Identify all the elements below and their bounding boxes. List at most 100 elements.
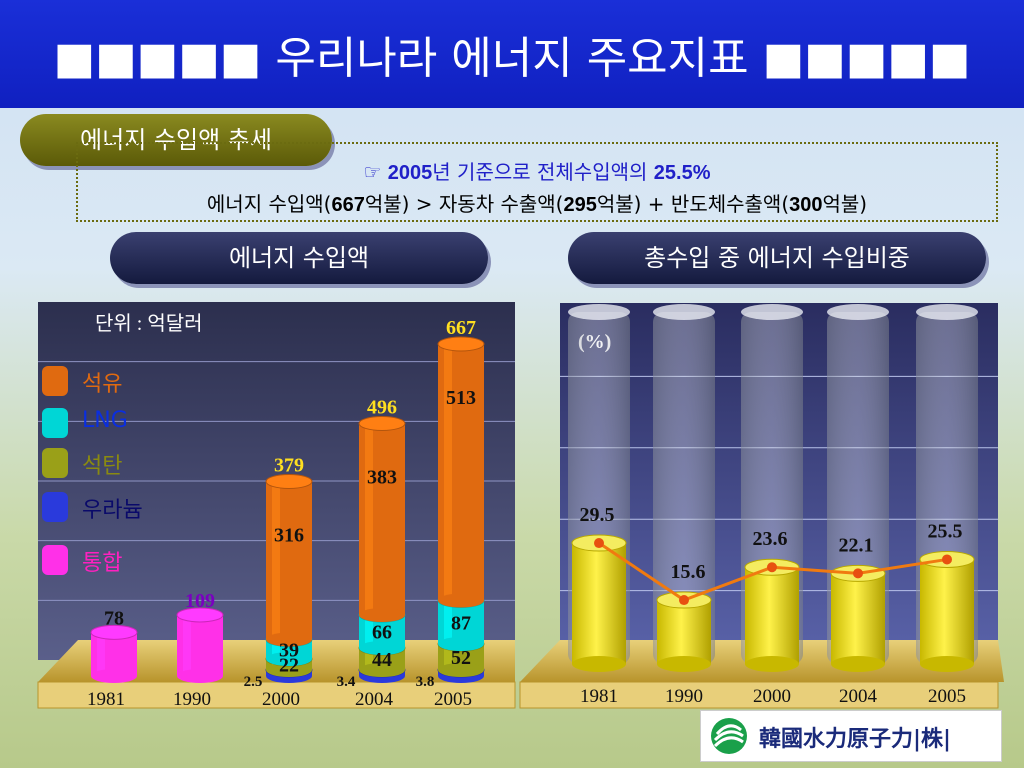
bar-2000-석유-base <box>266 632 312 647</box>
glass-tube <box>741 312 803 664</box>
bar-base <box>572 656 626 672</box>
company-name: 韓國水力原子力|株| <box>759 726 952 752</box>
bar-2004-석유-base <box>359 608 405 622</box>
data-label: 15.6 <box>671 561 706 583</box>
x-tick-label: 2000 <box>262 689 300 710</box>
summary-line2: 에너지 수입액(667억불) > 자동차 수출액(295억불) + 반도체수출액… <box>78 188 996 217</box>
total-label: 667 <box>446 317 476 339</box>
bar-2000-석탄-top <box>265 651 313 667</box>
summary-box: ☞ 2005년 기준으로 전체수입액의 25.5% 에너지 수입액(667억불)… <box>76 142 998 222</box>
summary-text: 에너지 수입액( <box>206 192 332 216</box>
bar-1990-shine <box>183 614 191 676</box>
bar-top <box>571 534 627 552</box>
legend-swatch <box>42 408 68 438</box>
bar-2000-LNG-top <box>265 632 313 647</box>
summary-text: 억불) + 반도체수출액( <box>596 192 790 216</box>
bar-2004-LNG <box>359 615 405 648</box>
bar-2005-LNG-top <box>437 593 485 608</box>
y-axis-label: (%) <box>578 331 611 353</box>
bar-base <box>745 656 799 672</box>
data-label: 23.6 <box>753 528 788 550</box>
bar-1981 <box>572 543 626 664</box>
bar-2004-석탄-shine <box>365 648 373 670</box>
chart-floor <box>38 640 515 682</box>
summary-text: 억불) > 자동차 수출액( <box>364 192 564 216</box>
bar-2000-석유-shine <box>272 481 280 640</box>
bar-2005-LNG-base <box>438 637 484 651</box>
bar-2004-우라늄-shine <box>365 670 373 676</box>
legend-label: 우라늄 <box>82 498 143 523</box>
data-label: 2.5 <box>244 674 263 690</box>
data-label: 383 <box>367 467 397 489</box>
bar-2000-우라늄-top <box>265 662 313 678</box>
chart-floor <box>520 640 1004 682</box>
title-bar: ■■■■■ 우리나라 에너지 주요지표 ■■■■■ <box>0 0 1024 108</box>
data-label: 3.8 <box>416 674 435 690</box>
category-band <box>519 681 999 709</box>
bar-top <box>656 591 712 609</box>
bar-2004-석유-top <box>358 416 406 431</box>
x-tick-label: 2000 <box>753 686 791 707</box>
category-band <box>37 681 516 709</box>
bar-2004-석유-shine <box>365 423 373 615</box>
bar-2004-석유 <box>359 423 405 615</box>
bar-2005-LNG <box>438 600 484 644</box>
bar-2000-우라늄-base <box>266 669 312 683</box>
bar-2000-우라늄-shine <box>272 670 280 676</box>
bar-2004-석탄 <box>359 648 405 670</box>
bar-2005-우라늄-base <box>438 669 484 683</box>
summary-pct: 25.5% <box>653 162 711 184</box>
bar-2005-석탄-shine <box>444 644 452 670</box>
data-label: 25.5 <box>928 520 963 542</box>
bar-2005-석탄-base <box>438 663 484 677</box>
data-label: 316 <box>274 525 304 547</box>
bar-1981-top <box>90 624 138 640</box>
bar-2005 <box>920 559 974 664</box>
glass-tube <box>916 312 978 664</box>
bar-2000 <box>745 567 799 664</box>
legend-label: LNG <box>82 408 128 433</box>
glass-tube-top <box>741 304 803 320</box>
bar-1990 <box>657 600 711 664</box>
summary-line1: ☞ 2005년 기준으로 전체수입액의 25.5% <box>78 156 996 185</box>
trend-point <box>853 568 863 579</box>
total-label: 379 <box>274 455 304 477</box>
bar-base <box>831 656 885 672</box>
x-tick-label: 1981 <box>580 686 618 707</box>
right-plot-background <box>560 303 998 660</box>
data-label: 22.1 <box>839 534 874 556</box>
bar-2000-LNG <box>266 639 312 659</box>
bar-2005-석탄-top <box>437 636 485 652</box>
bar-2005-석유-base <box>438 593 484 608</box>
x-tick-label: 1990 <box>665 686 703 707</box>
glass-tube-top <box>568 304 630 320</box>
summary-value: 667 <box>331 194 365 216</box>
bar-2000-석탄-base <box>266 663 312 677</box>
bar-top <box>919 550 975 568</box>
bar-2004-우라늄-base <box>359 669 405 683</box>
summary-year: 2005 <box>387 162 433 184</box>
bar-2005-석탄 <box>438 644 484 670</box>
trend-point <box>679 595 689 606</box>
bar-2005-우라늄 <box>438 670 484 676</box>
bar-2004-우라늄 <box>359 670 405 676</box>
trend-point <box>942 554 952 565</box>
bar-1981 <box>91 632 137 676</box>
data-label: 109 <box>185 590 215 612</box>
data-label: 3.4 <box>337 674 356 690</box>
bar-2004-LNG-shine <box>365 615 373 648</box>
bar-base <box>920 656 974 672</box>
glass-tube-top <box>827 304 889 320</box>
data-label: 52 <box>451 647 471 669</box>
left-chart-pill: 에너지 수입액 <box>110 232 488 284</box>
legend-swatch <box>42 448 68 478</box>
total-label: 496 <box>367 397 397 419</box>
x-tick-label: 2004 <box>355 689 394 710</box>
bar-top <box>830 564 886 582</box>
right-chart-pill: 총수입 중 에너지 수입비중 <box>568 232 986 284</box>
bar-2005-LNG-shine <box>444 600 452 644</box>
bar-base <box>657 656 711 672</box>
x-tick-label: 1981 <box>87 689 125 710</box>
summary-text: 년 기준으로 전체수입액의 <box>432 160 654 184</box>
pointer-icon: ☞ <box>363 160 388 184</box>
